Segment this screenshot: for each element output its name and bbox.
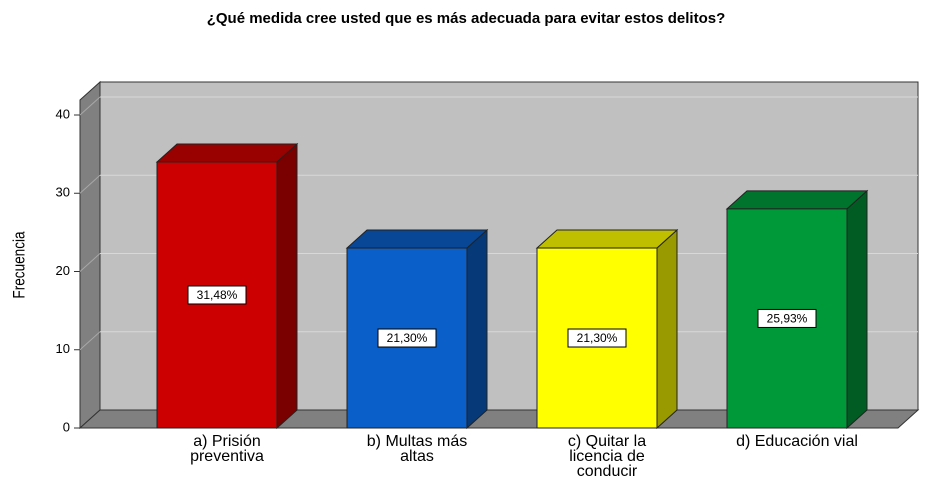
x-tick-label: altas: [400, 448, 434, 465]
bar-top: [345, 229, 489, 249]
x-tick-label: b) Multas más: [367, 433, 467, 450]
data-label: 25,93%: [767, 312, 808, 326]
data-label-box: [187, 285, 247, 305]
x-tick-label: licencia de: [569, 448, 645, 465]
x-tick-label: a) Prisión: [193, 433, 261, 450]
bar-side: [466, 228, 488, 430]
chart-title: ¿Qué medida cree usted que es más adecua…: [207, 10, 726, 27]
data-label: 31,48%: [197, 288, 238, 302]
x-tick-label: d) Educación vial: [736, 433, 858, 450]
x-tick-label: conducir: [577, 463, 638, 480]
y-tick-label: 0: [63, 419, 70, 434]
x-tick-label: preventiva: [190, 448, 264, 465]
data-label-box: [377, 328, 437, 348]
y-tick-label: 10: [56, 341, 70, 356]
data-label: 21,30%: [387, 331, 428, 345]
bar-top: [535, 229, 679, 249]
y-tick-label: 40: [56, 106, 70, 121]
bar-side: [846, 189, 868, 430]
grid-line: [79, 174, 101, 194]
grid-line: [79, 253, 101, 272]
bar-side: [656, 228, 678, 430]
bar-top: [725, 190, 869, 210]
bar-top: [155, 143, 299, 163]
y-axis-label: Frecuencia: [10, 231, 29, 299]
bar-side: [276, 142, 298, 430]
left-wall: [79, 80, 101, 430]
x-tick-label: c) Quitar la: [568, 433, 646, 450]
data-label: 21,30%: [577, 331, 618, 345]
y-tick-label: 30: [56, 185, 70, 200]
data-label-box: [567, 328, 627, 348]
grid-line: [79, 96, 101, 116]
data-label-box: [757, 308, 817, 328]
y-tick-label: 20: [56, 263, 70, 278]
grid-line: [79, 331, 101, 351]
